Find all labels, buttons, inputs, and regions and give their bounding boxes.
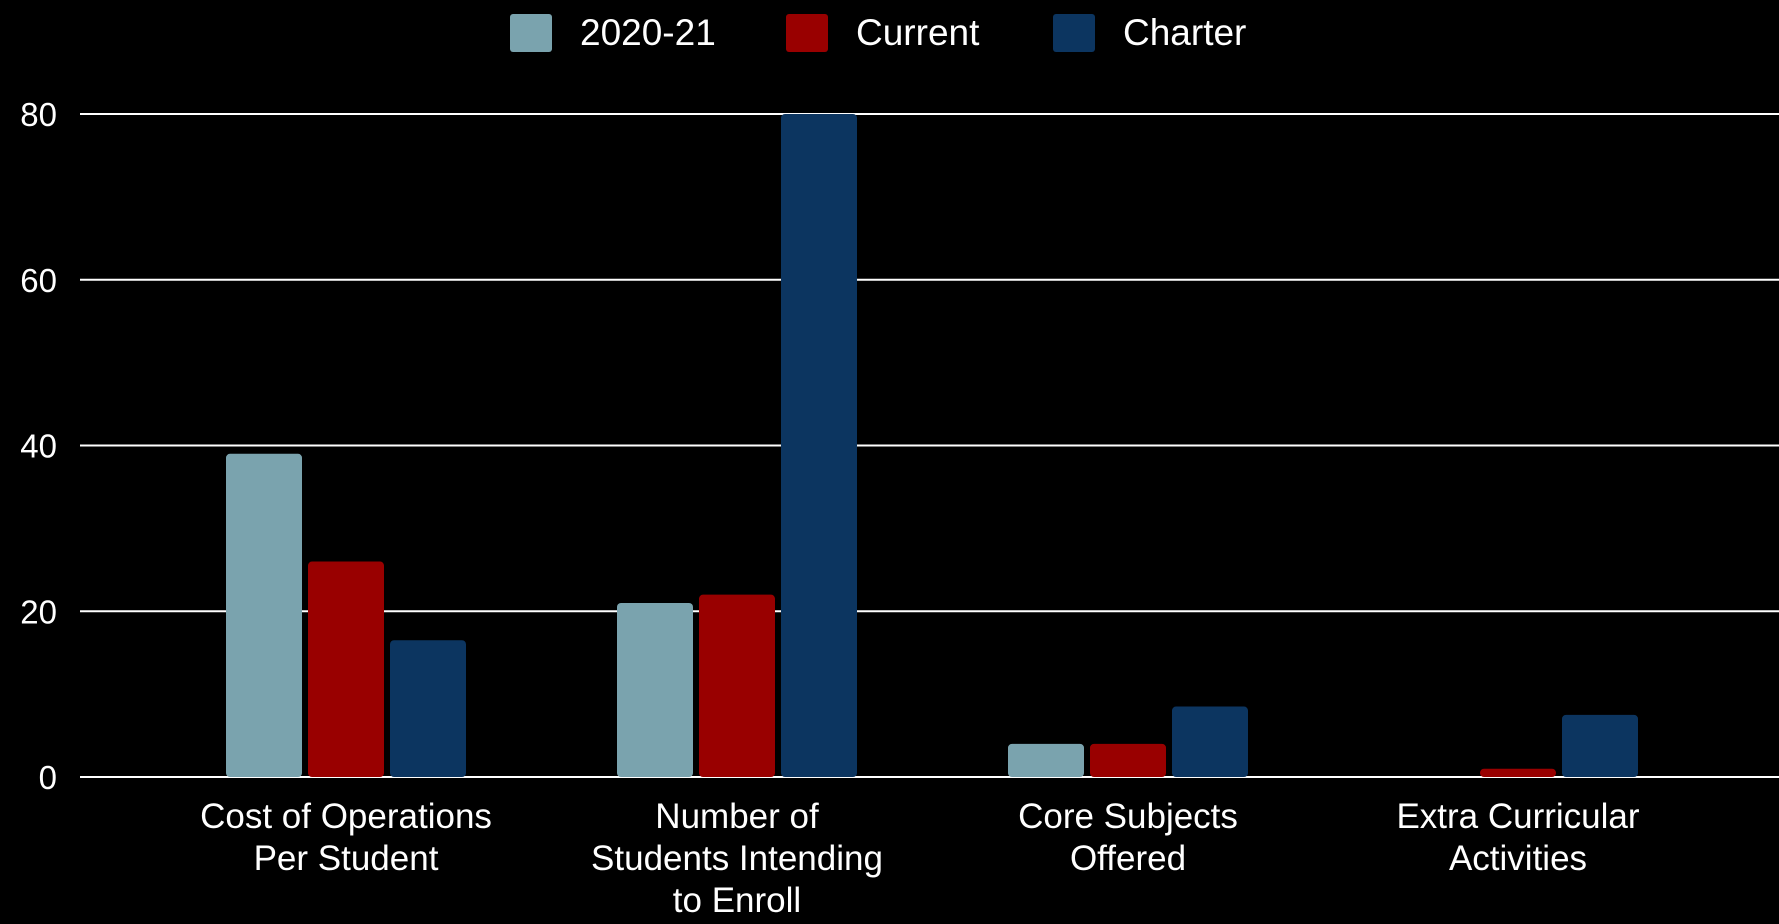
y-tick-label: 60 [20,262,57,299]
bars [226,114,1638,777]
bar-2020-21-2 [617,602,693,777]
x-category-label: Core Subjects Offered [1018,797,1238,878]
bar-charter-3 [1172,706,1248,777]
bar-current-2 [699,594,775,777]
x-category-label-line: Cost of Operations [200,797,492,836]
bar-current-4 [1480,768,1556,777]
y-tick-label: 40 [20,428,57,465]
x-category-label: Number of Students Intending to Enroll [591,797,883,920]
bar-2020-21-3 [1008,743,1084,777]
y-tick-label: 0 [39,759,57,796]
legend-swatch-current [786,14,828,52]
x-category-label-line: Number of [655,797,819,836]
x-category-label-line: Core Subjects [1018,797,1238,836]
x-axis: Cost of Operations Per Student Number of St… [200,797,1640,920]
y-tick-label: 80 [20,96,57,133]
x-category-label-line: Offered [1070,839,1186,878]
x-category-label-line: Students Intending [591,839,883,878]
legend-label: Charter [1123,12,1246,53]
x-category-label: Extra Curricular Activities [1396,797,1639,878]
bar-2020-21-1 [226,453,302,777]
legend-swatch-charter [1053,14,1095,52]
y-tick-label: 20 [20,593,57,630]
legend: 2020-21 Current Charter [510,12,1246,53]
bar-charter-1 [390,640,466,777]
bar-charter-4 [1562,714,1638,777]
x-category-label: Cost of Operations Per Student [200,797,492,878]
x-category-label-line: Extra Curricular [1396,797,1639,836]
bar-charter-2 [781,114,857,777]
legend-swatch-2020-21 [510,14,552,52]
bar-current-1 [308,561,384,777]
legend-label: Current [856,12,980,53]
bar-current-3 [1090,743,1166,777]
x-category-label-line: to Enroll [673,881,801,920]
x-category-label-line: Activities [1449,839,1587,878]
x-category-label-line: Per Student [254,839,439,878]
legend-label: 2020-21 [580,12,716,53]
y-axis: 0 20 40 60 80 [20,96,57,796]
